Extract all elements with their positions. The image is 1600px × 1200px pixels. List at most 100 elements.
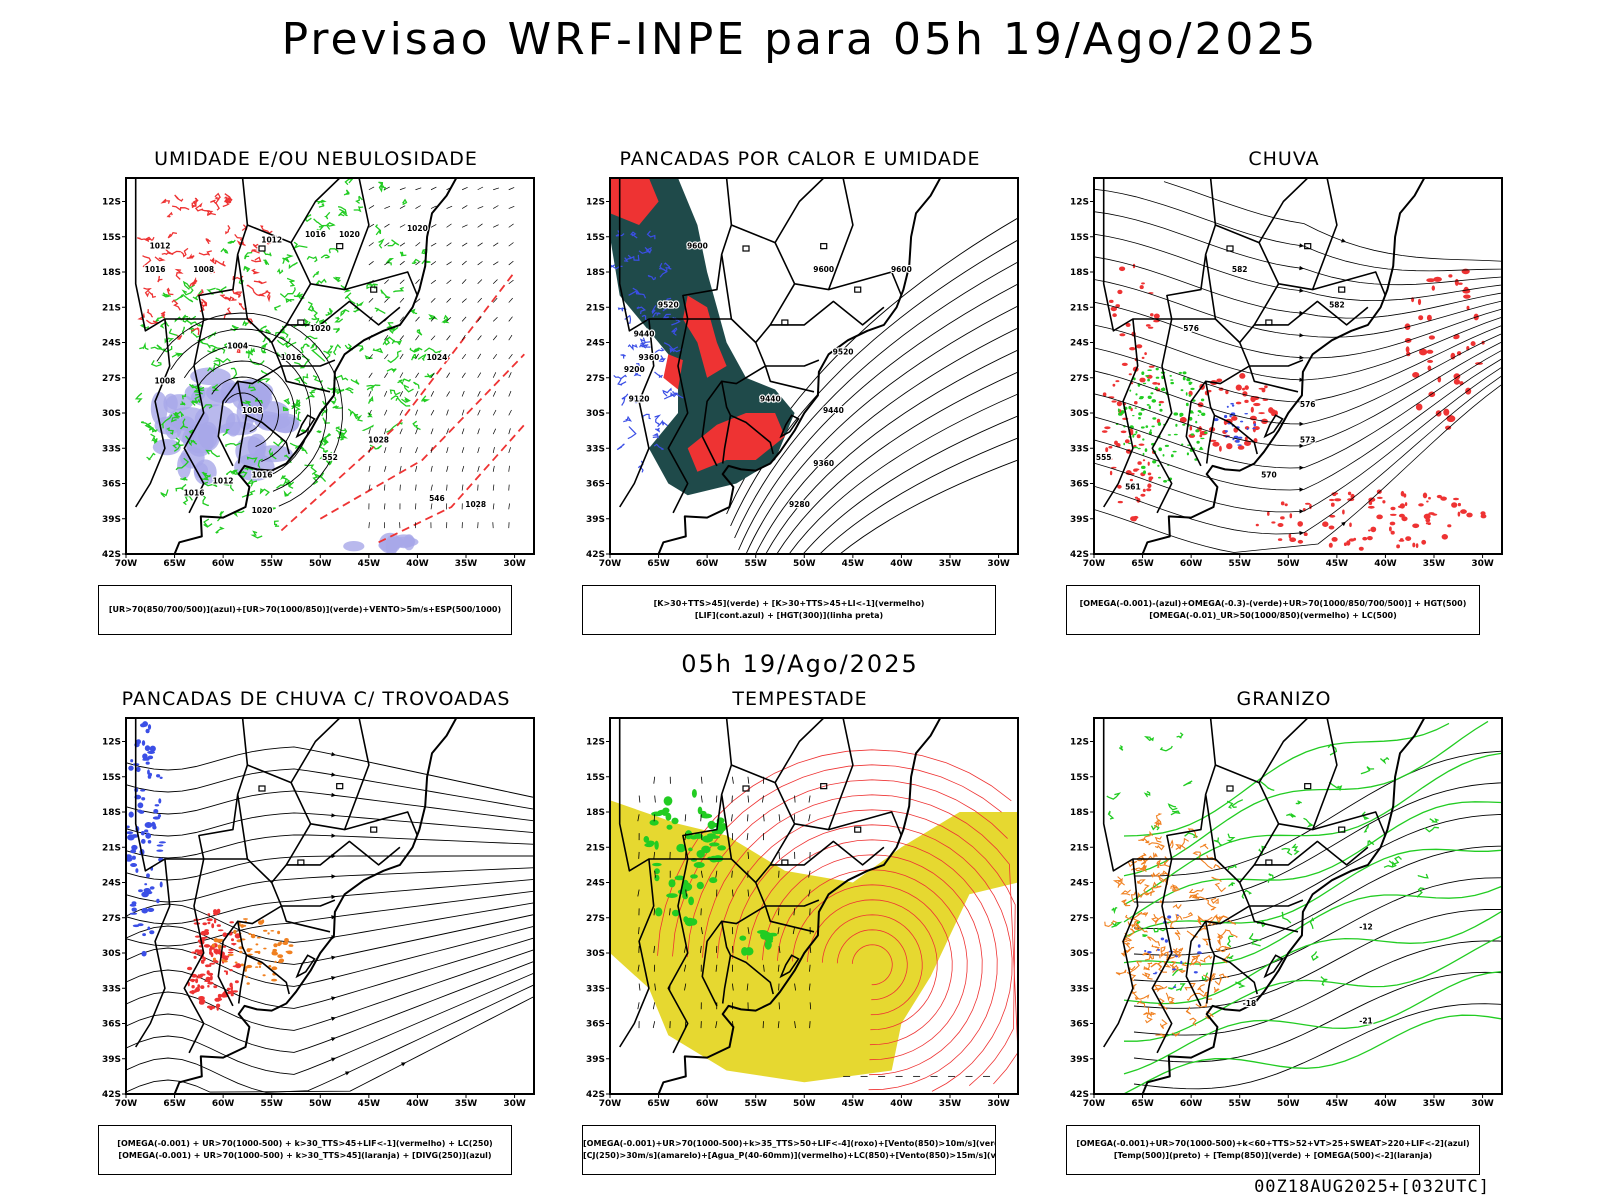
- divergence-blue: [159, 881, 163, 888]
- temp850-contour: [1309, 917, 1314, 930]
- rain-red: [1109, 470, 1113, 476]
- lif-contour: [620, 353, 626, 359]
- border-line: [701, 920, 723, 1007]
- rain-green: [1135, 393, 1138, 396]
- rain-red: [1348, 538, 1355, 542]
- humidity-low-level: [182, 280, 195, 290]
- rain-red: [1244, 399, 1249, 403]
- humidity-low-level: [150, 360, 162, 367]
- flow-arrow: [331, 833, 336, 838]
- humidity-low-level: [320, 254, 331, 259]
- rain-green: [1179, 412, 1184, 417]
- rain-green: [1147, 378, 1150, 382]
- wind-vector: [762, 795, 764, 803]
- legend-box: [OMEGA(-0.001)+UR>70(1000-500)+k<60+TTS>…: [1066, 1125, 1480, 1175]
- wind-vector: [808, 889, 811, 897]
- divergence-blue: [142, 933, 146, 937]
- rain-red: [1453, 497, 1459, 501]
- instability-red: [610, 178, 659, 225]
- storm-red: [207, 921, 211, 925]
- wind-vector: [763, 964, 765, 972]
- rain-red: [1153, 319, 1160, 323]
- rain-blue: [1244, 413, 1248, 415]
- lif-contour: [671, 327, 678, 336]
- hgt300-contour: [788, 393, 1018, 554]
- omega500-orange: [1127, 921, 1137, 930]
- wind-vector: [368, 242, 374, 247]
- flow-arrow: [1341, 238, 1346, 243]
- isobar: [197, 360, 295, 462]
- wind-vector: [446, 205, 453, 209]
- lon-tick-label: 65W: [1131, 1099, 1154, 1109]
- storm-orange: [263, 929, 268, 932]
- humidity-low-level: [337, 206, 348, 215]
- hail-blue: [1193, 971, 1198, 974]
- border-line: [237, 415, 248, 464]
- wind-vector: [653, 945, 656, 953]
- storm-red: [214, 960, 219, 964]
- lat-tick-label: 42S: [1070, 550, 1089, 560]
- thickness-contour: [209, 257, 216, 265]
- temp850-contour: [1123, 1014, 1502, 1094]
- lat-tick-label: 39S: [1070, 1055, 1089, 1065]
- rain-red: [1189, 425, 1193, 431]
- lif-contour: [642, 413, 651, 420]
- map-layer: [126, 718, 534, 1094]
- lat-tick-label: 15S: [586, 773, 605, 783]
- rain-red: [1431, 285, 1435, 291]
- wind-vector: [493, 261, 499, 266]
- wind-vector: [461, 447, 465, 454]
- lat-tick-label: 27S: [586, 374, 605, 384]
- lif-contour: [623, 415, 633, 423]
- lif-contour: [632, 287, 641, 295]
- humidity-low-level: [190, 439, 198, 445]
- humidity-low-level: [294, 444, 307, 452]
- temp850-contour: [1231, 799, 1244, 808]
- contour-label: 1008: [193, 265, 214, 274]
- rain-red: [1264, 385, 1268, 389]
- humidity-low-level: [333, 343, 342, 356]
- omega500-orange: [1206, 914, 1218, 924]
- rain-green: [1170, 381, 1174, 385]
- lake-mark: [1304, 783, 1312, 790]
- divergence-blue: [132, 924, 140, 928]
- lif-contour: [636, 306, 647, 315]
- omega500-orange: [1199, 843, 1209, 850]
- wind-vector: [777, 927, 780, 935]
- wind-vector: [493, 187, 500, 191]
- rain-red: [1136, 344, 1143, 349]
- instability-red: [682, 295, 727, 378]
- wind-vector: [492, 316, 498, 322]
- rain-red: [1148, 365, 1155, 368]
- lon-tick-label: 70W: [599, 1099, 622, 1109]
- lat-tick-label: 42S: [102, 1090, 121, 1100]
- humidity-low-level: [334, 316, 344, 323]
- rain-green: [1170, 454, 1174, 458]
- wind-vector: [477, 242, 483, 247]
- thickness-contour: [206, 210, 216, 216]
- rain-red: [1368, 501, 1373, 505]
- border-line: [1204, 365, 1258, 455]
- rain-red: [1390, 530, 1395, 535]
- wind850-green: [649, 819, 659, 826]
- humidity-low-level: [421, 395, 431, 403]
- rain-red: [1139, 377, 1146, 383]
- map-frame: [1093, 717, 1503, 1095]
- contour-label: 1008: [154, 377, 175, 386]
- wind-vector: [446, 372, 451, 378]
- humidity-low-level: [402, 198, 408, 206]
- rain-red: [1342, 509, 1345, 515]
- humidity-low-level: [244, 251, 253, 260]
- thickness-contour: [256, 290, 269, 297]
- rain-red: [1242, 387, 1245, 391]
- humidity-low-level: [377, 238, 385, 249]
- lat-tick-label: 39S: [586, 515, 605, 525]
- omega500-orange: [1160, 946, 1166, 953]
- humidity-low-level: [302, 343, 310, 349]
- wind-vector: [446, 242, 452, 247]
- storm-red: [194, 989, 199, 991]
- omega500-orange: [1134, 923, 1141, 931]
- humidity-high-level: [390, 536, 419, 548]
- wind-vector: [508, 279, 514, 285]
- hail-blue: [1160, 937, 1165, 941]
